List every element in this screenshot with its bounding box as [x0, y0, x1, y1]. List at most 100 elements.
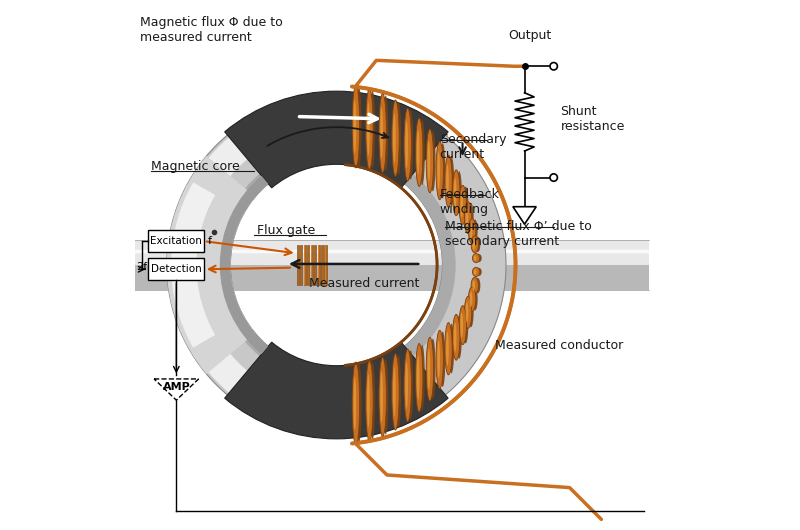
Ellipse shape — [419, 120, 425, 185]
Ellipse shape — [430, 339, 435, 399]
Ellipse shape — [354, 100, 356, 153]
Ellipse shape — [415, 343, 423, 412]
Ellipse shape — [406, 362, 408, 409]
Ellipse shape — [366, 360, 373, 441]
Ellipse shape — [449, 157, 454, 206]
Ellipse shape — [460, 192, 463, 217]
Ellipse shape — [463, 307, 468, 343]
Ellipse shape — [408, 110, 414, 180]
Ellipse shape — [356, 364, 362, 443]
Bar — [300, 245, 302, 285]
Wedge shape — [170, 137, 247, 393]
Ellipse shape — [440, 143, 446, 198]
Text: AMP: AMP — [162, 382, 190, 392]
Ellipse shape — [471, 236, 478, 253]
Bar — [322, 245, 323, 285]
Ellipse shape — [464, 296, 472, 328]
Ellipse shape — [436, 330, 443, 388]
Ellipse shape — [473, 267, 480, 277]
Ellipse shape — [474, 269, 477, 275]
Ellipse shape — [463, 187, 468, 223]
Wedge shape — [225, 91, 448, 188]
Ellipse shape — [379, 357, 386, 437]
Ellipse shape — [454, 322, 457, 352]
Ellipse shape — [457, 171, 462, 215]
Ellipse shape — [380, 107, 383, 158]
Ellipse shape — [392, 100, 399, 176]
Ellipse shape — [427, 348, 430, 390]
Text: Measured current: Measured current — [309, 277, 419, 290]
Ellipse shape — [408, 350, 414, 420]
Ellipse shape — [470, 223, 472, 239]
Text: Output: Output — [508, 29, 551, 42]
Ellipse shape — [396, 355, 401, 428]
Ellipse shape — [383, 95, 389, 171]
Ellipse shape — [438, 152, 440, 190]
Ellipse shape — [445, 323, 452, 375]
Ellipse shape — [426, 129, 434, 193]
Ellipse shape — [404, 349, 411, 422]
Text: Measured conductor: Measured conductor — [495, 339, 623, 352]
Ellipse shape — [468, 287, 476, 312]
Ellipse shape — [459, 306, 466, 345]
Ellipse shape — [370, 362, 375, 440]
Text: Magnetic core: Magnetic core — [151, 161, 240, 173]
Polygon shape — [154, 379, 198, 400]
Ellipse shape — [466, 207, 468, 228]
Ellipse shape — [367, 102, 370, 155]
Ellipse shape — [404, 108, 411, 181]
Ellipse shape — [436, 142, 443, 200]
Ellipse shape — [472, 288, 478, 311]
Bar — [307, 245, 310, 285]
Ellipse shape — [367, 375, 370, 428]
Ellipse shape — [366, 89, 373, 170]
Ellipse shape — [354, 377, 356, 430]
Wedge shape — [225, 342, 448, 439]
Ellipse shape — [393, 113, 396, 163]
Text: Magnetic flux Φ due to
measured current: Magnetic flux Φ due to measured current — [140, 16, 283, 44]
Ellipse shape — [445, 155, 452, 207]
Ellipse shape — [379, 93, 386, 173]
Ellipse shape — [475, 278, 480, 293]
Ellipse shape — [477, 268, 482, 276]
Bar — [310, 245, 313, 285]
Ellipse shape — [352, 362, 359, 445]
Ellipse shape — [427, 140, 430, 182]
Ellipse shape — [459, 186, 466, 224]
Ellipse shape — [419, 345, 425, 410]
Ellipse shape — [417, 130, 419, 174]
Text: Shunt
resistance: Shunt resistance — [561, 105, 625, 133]
Ellipse shape — [415, 118, 423, 187]
Ellipse shape — [472, 219, 478, 242]
Text: Flux gate: Flux gate — [257, 224, 315, 237]
Ellipse shape — [454, 178, 457, 208]
Ellipse shape — [453, 314, 460, 360]
Ellipse shape — [473, 239, 475, 250]
Circle shape — [550, 63, 558, 70]
Bar — [304, 245, 306, 285]
Ellipse shape — [464, 202, 472, 234]
Ellipse shape — [380, 372, 383, 423]
Ellipse shape — [352, 85, 359, 168]
Bar — [314, 245, 317, 285]
Wedge shape — [220, 175, 268, 355]
Ellipse shape — [406, 121, 408, 168]
Text: Detection: Detection — [150, 264, 202, 274]
Text: Feedback
winding: Feedback winding — [440, 188, 500, 216]
Text: Secondary
current: Secondary current — [440, 132, 506, 161]
Ellipse shape — [449, 324, 454, 373]
Ellipse shape — [446, 332, 449, 366]
Ellipse shape — [473, 280, 475, 291]
Ellipse shape — [383, 359, 389, 435]
Text: 2f: 2f — [136, 262, 147, 271]
Ellipse shape — [453, 170, 460, 216]
Wedge shape — [171, 182, 215, 348]
Wedge shape — [167, 156, 255, 374]
Bar — [125, 240, 649, 265]
FancyBboxPatch shape — [148, 258, 204, 280]
Ellipse shape — [474, 255, 477, 261]
Text: Excitation: Excitation — [150, 236, 202, 246]
Ellipse shape — [426, 337, 434, 401]
Text: f: f — [208, 236, 212, 246]
Ellipse shape — [477, 254, 482, 262]
